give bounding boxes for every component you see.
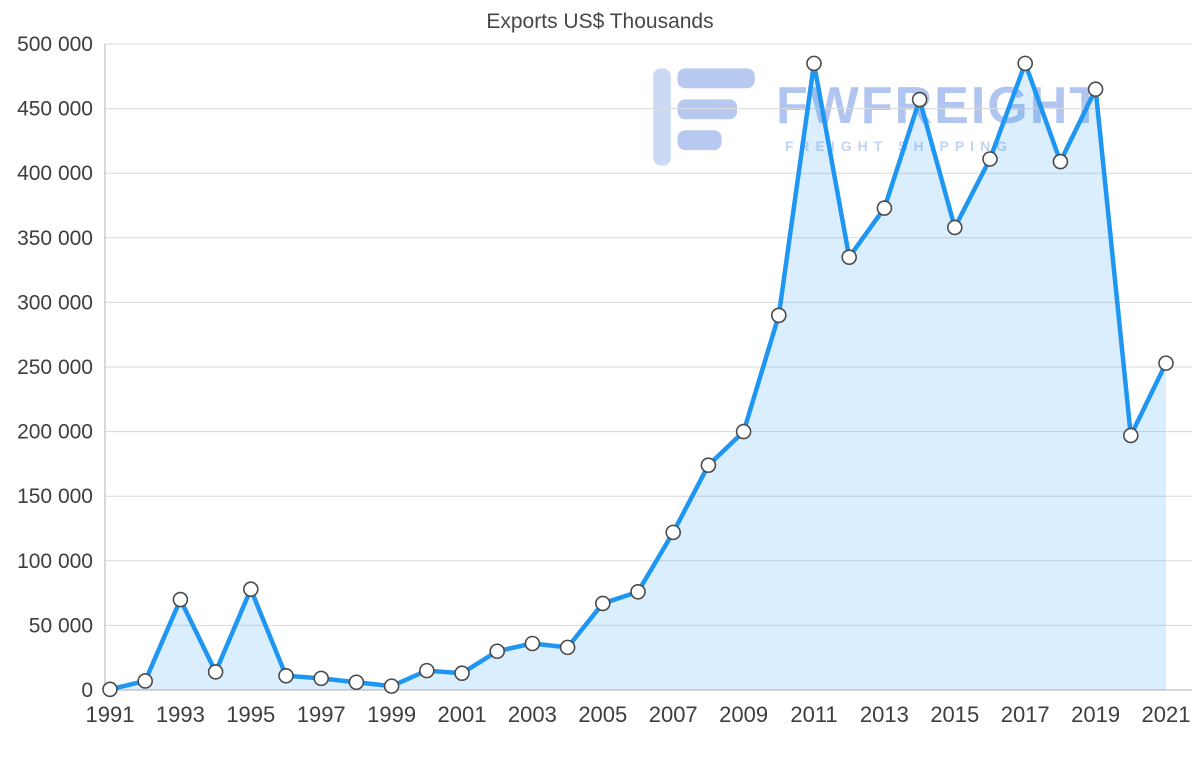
data-point-2008[interactable] bbox=[700, 457, 717, 473]
data-point-1999[interactable] bbox=[383, 678, 400, 694]
data-point-2004[interactable] bbox=[559, 639, 576, 656]
data-point-2021[interactable] bbox=[1158, 355, 1174, 371]
y-axis-tick-label: 200 000 bbox=[17, 421, 93, 444]
data-point-1998[interactable] bbox=[348, 674, 365, 691]
y-axis-tick-label: 100 000 bbox=[17, 550, 93, 573]
x-axis-tick-label: 2007 bbox=[649, 702, 698, 727]
y-axis-tick-label: 500 000 bbox=[17, 33, 93, 56]
x-axis-tick-label: 2019 bbox=[1071, 702, 1120, 727]
data-point-2016[interactable] bbox=[982, 151, 998, 167]
y-axis-tick-label: 50 000 bbox=[29, 614, 93, 637]
data-point-2017[interactable] bbox=[1017, 55, 1033, 72]
chart-title: Exports US$ Thousands bbox=[486, 10, 714, 33]
x-axis-tick-label: 1995 bbox=[226, 702, 275, 727]
data-point-2015[interactable] bbox=[946, 219, 963, 236]
x-axis-tick-label: 2001 bbox=[438, 702, 487, 727]
y-axis-tick-label: 450 000 bbox=[17, 98, 93, 121]
data-point-2007[interactable] bbox=[665, 524, 682, 541]
x-axis-tick-label: 1991 bbox=[86, 702, 135, 727]
data-point-2005[interactable] bbox=[594, 595, 611, 612]
data-point-2011[interactable] bbox=[806, 55, 822, 72]
data-point-2009[interactable] bbox=[735, 423, 752, 440]
x-axis-tick-label: 1997 bbox=[297, 702, 346, 727]
data-point-2002[interactable] bbox=[489, 643, 506, 660]
data-point-1991[interactable] bbox=[102, 681, 118, 698]
y-axis-tick-label: 0 bbox=[81, 679, 93, 702]
data-point-2003[interactable] bbox=[524, 635, 541, 652]
data-point-2006[interactable] bbox=[630, 584, 646, 600]
x-axis-tick-label: 1993 bbox=[156, 702, 205, 727]
x-axis-tick-label: 2005 bbox=[578, 702, 627, 727]
data-point-2019[interactable] bbox=[1087, 81, 1104, 98]
data-point-2001[interactable] bbox=[454, 665, 470, 682]
data-point-1996[interactable] bbox=[278, 667, 294, 684]
y-axis-tick-label: 250 000 bbox=[17, 356, 93, 379]
y-axis-tick-label: 150 000 bbox=[17, 485, 93, 508]
x-axis-tick-label: 2021 bbox=[1142, 702, 1191, 727]
y-axis-tick-label: 400 000 bbox=[17, 162, 93, 185]
series-area-fill bbox=[110, 63, 1166, 690]
x-axis-tick-label: 2013 bbox=[860, 702, 909, 727]
data-point-1997[interactable] bbox=[313, 670, 330, 687]
data-point-2000[interactable] bbox=[418, 662, 435, 679]
data-point-2012[interactable] bbox=[841, 249, 858, 265]
data-point-1993[interactable] bbox=[172, 591, 189, 608]
x-axis-tick-label: 1999 bbox=[367, 702, 416, 727]
data-point-2018[interactable] bbox=[1052, 153, 1069, 170]
x-axis-tick-label: 2017 bbox=[1001, 702, 1050, 727]
data-point-2020[interactable] bbox=[1123, 427, 1139, 444]
data-point-1994[interactable] bbox=[207, 664, 224, 680]
y-axis-tick-label: 350 000 bbox=[17, 227, 93, 250]
x-axis-tick-label: 2011 bbox=[790, 702, 837, 727]
y-axis-tick-label: 300 000 bbox=[17, 291, 93, 314]
data-point-1995[interactable] bbox=[243, 581, 259, 598]
data-point-2010[interactable] bbox=[770, 307, 787, 324]
x-axis-tick-label: 2003 bbox=[508, 702, 557, 727]
data-point-2014[interactable] bbox=[911, 91, 928, 108]
x-axis-tick-label: 2015 bbox=[930, 702, 979, 727]
data-point-2013[interactable] bbox=[876, 200, 893, 216]
x-axis-tick-label: 2009 bbox=[719, 702, 768, 727]
data-point-1992[interactable] bbox=[137, 673, 153, 689]
